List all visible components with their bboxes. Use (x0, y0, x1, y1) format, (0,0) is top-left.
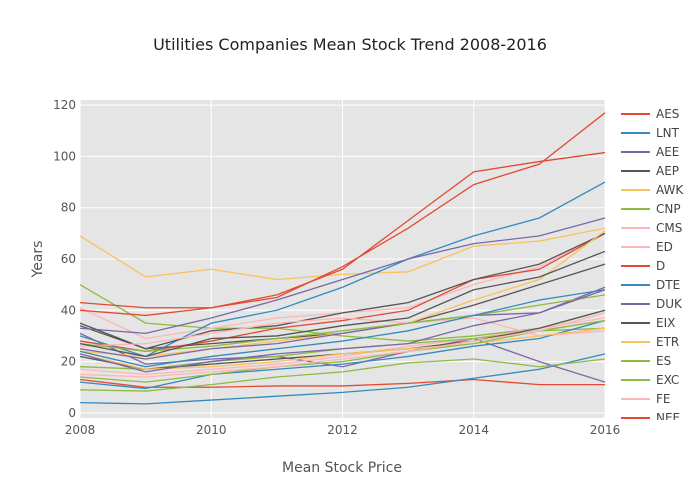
y-axis-label: Years (30, 241, 46, 279)
legend-item-cms[interactable]: CMS (621, 221, 682, 235)
series-line-scg (79, 289, 606, 368)
legend-item-lnt[interactable]: LNT (621, 126, 680, 140)
series-line-d (79, 232, 606, 352)
legend-item-aep[interactable]: AEP (621, 164, 679, 178)
legend-item-etr[interactable]: ETR (621, 335, 679, 349)
legend-label: CNP (656, 202, 681, 216)
series-line-awk (79, 227, 606, 281)
series-line-ni (79, 151, 606, 317)
series-line-nrg (79, 319, 606, 390)
legend-label: AWK (656, 183, 684, 197)
legend-item-fe[interactable]: FE (621, 392, 670, 406)
legend-item-eix[interactable]: EIX (621, 316, 675, 330)
legend-label: EXC (656, 373, 679, 387)
series-line-cnp (79, 284, 606, 342)
legend-label: PCG (656, 468, 681, 482)
series-line-sre (79, 250, 606, 358)
x-tick-label: 2008 (65, 423, 96, 437)
series-line-pcg (79, 286, 606, 360)
chart-title: Utilities Companies Mean Stock Trend 200… (153, 35, 547, 54)
legend-item-ed[interactable]: ED (621, 240, 673, 254)
y-tick-label: 60 (61, 252, 76, 266)
legend-label: D (656, 259, 665, 273)
y-tick-label: 80 (61, 201, 76, 215)
legend-item-cnp[interactable]: CNP (621, 202, 681, 216)
legend-item-peg[interactable]: PEG (621, 487, 680, 500)
legend-item-duk[interactable]: DUK (621, 297, 683, 311)
series-line-so (79, 289, 606, 373)
series-lines (79, 112, 606, 405)
series-line-duk (79, 217, 606, 335)
x-tick-label: 2014 (458, 423, 489, 437)
series-line-dte (79, 181, 606, 358)
x-tick-label: 2010 (196, 423, 227, 437)
series-line-aee (79, 332, 606, 383)
legend-label: AEE (656, 145, 679, 159)
x-tick-label: 2012 (327, 423, 358, 437)
legend-label: LNT (656, 126, 680, 140)
legend[interactable]: AES LNT AEE AEP AWK CNP CMS ED D DTE DUK EIX ETR ES EX… (621, 107, 684, 500)
legend-label: AEP (656, 164, 679, 178)
legend-label: NI (656, 430, 669, 444)
series-line-nee (79, 112, 606, 309)
series-line-eix (79, 232, 606, 350)
series-line-fe (79, 317, 606, 347)
y-axis-ticks: 0 20 40 60 80 100 120 (53, 98, 76, 420)
legend-label: ES (656, 354, 671, 368)
series-line-exc (79, 358, 606, 392)
legend-label: EIX (656, 316, 675, 330)
legend-item-nrg[interactable]: NRG (621, 449, 683, 463)
series-line-cms (79, 317, 606, 376)
x-axis-label: Mean Stock Price (282, 460, 402, 476)
legend-label: DTE (656, 278, 680, 292)
x-tick-label: 2016 (590, 423, 621, 437)
series-line-aes (79, 378, 605, 388)
legend-item-pcg[interactable]: PCG (621, 468, 681, 482)
legend-item-exc[interactable]: EXC (621, 373, 679, 387)
y-tick-label: 40 (61, 303, 76, 317)
legend-item-d[interactable]: D (621, 259, 665, 273)
legend-item-dte[interactable]: DTE (621, 278, 680, 292)
series-line-xel (79, 312, 606, 378)
legend-item-ni[interactable]: NI (621, 430, 669, 444)
legend-label: PEG (656, 487, 680, 500)
legend-label: DUK (656, 297, 683, 311)
y-tick-label: 0 (68, 406, 76, 420)
series-line-lnt (79, 353, 606, 405)
legend-label: NEE (656, 411, 680, 425)
legend-item-aes[interactable]: AES (621, 107, 679, 121)
series-line-pnw (79, 294, 606, 352)
legend-label: NRG (656, 449, 683, 463)
legend-item-nee[interactable]: NEE (621, 411, 680, 425)
legend-item-awk[interactable]: AWK (621, 183, 684, 197)
legend-item-es[interactable]: ES (621, 354, 671, 368)
legend-item-aee[interactable]: AEE (621, 145, 679, 159)
legend-label: CMS (656, 221, 682, 235)
y-tick-label: 100 (53, 149, 76, 163)
legend-label: FE (656, 392, 670, 406)
legend-label: ETR (656, 335, 679, 349)
y-tick-label: 120 (53, 98, 76, 112)
legend-label: ED (656, 240, 673, 254)
y-tick-label: 20 (61, 355, 76, 369)
series-line-wec (79, 319, 606, 383)
x-axis-ticks: 2008 2010 2012 2014 2016 (65, 423, 621, 437)
legend-label: AES (656, 107, 679, 121)
